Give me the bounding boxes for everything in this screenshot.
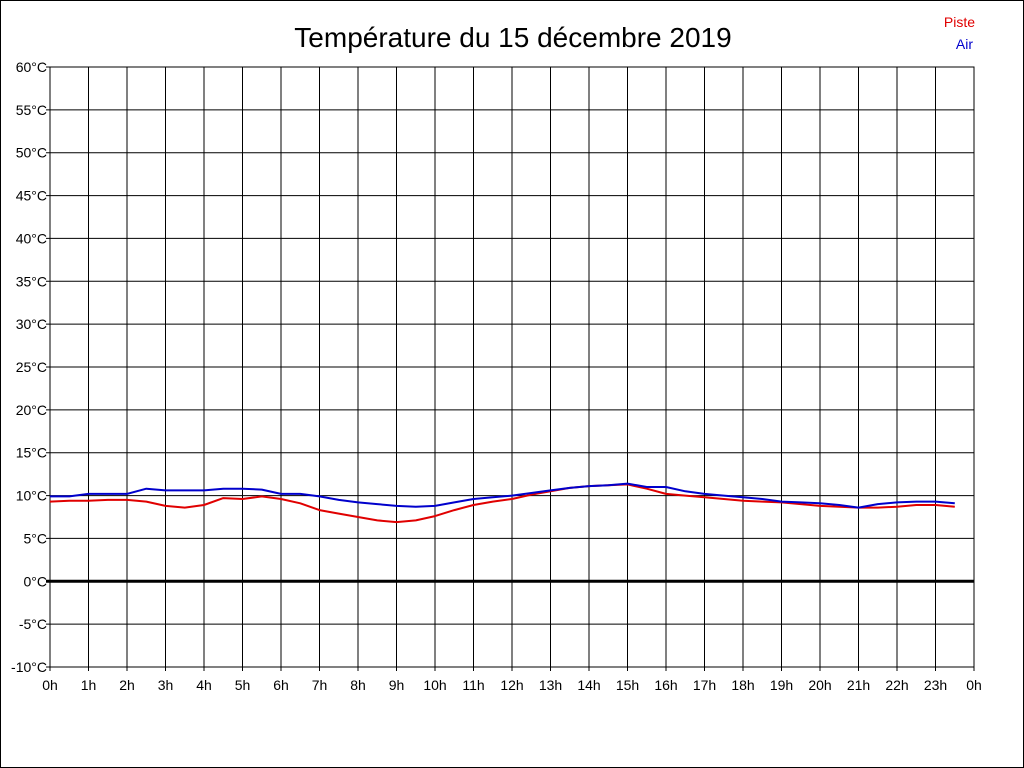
x-tick-label: 15h [616, 677, 639, 693]
x-tick-label: 0h [42, 677, 58, 693]
x-tick-label: 20h [808, 677, 831, 693]
x-tick-label: 0h [966, 677, 982, 693]
y-tick-label: -10°C [11, 659, 47, 675]
legend-air: Air [956, 36, 973, 52]
y-tick-label: 40°C [16, 230, 47, 246]
x-tick-label: 12h [500, 677, 523, 693]
y-tick-label: 30°C [16, 316, 47, 332]
series-lines [49, 482, 955, 524]
x-tick-label: 18h [731, 677, 754, 693]
x-tick-label: 11h [462, 677, 484, 693]
y-tick-label: 50°C [16, 145, 47, 161]
y-tick-label: 45°C [16, 188, 47, 204]
grid [46, 66, 975, 671]
x-tick-label: 5h [235, 677, 251, 693]
y-tick-label: 10°C [16, 488, 47, 504]
y-tick-label: 20°C [16, 402, 47, 418]
chart-title: Température du 15 décembre 2019 [294, 22, 731, 53]
x-axis-ticks: 0h 1h 2h 3h 4h 5h 6h 7h 8h 9h 10h 11h 12h 13h 14h 15h 16… [42, 677, 982, 693]
y-tick-label: 15°C [16, 445, 47, 461]
y-tick-label: 60°C [16, 59, 47, 75]
x-tick-label: 21h [847, 677, 870, 693]
y-tick-label: 35°C [16, 273, 47, 289]
x-tick-label: 1h [81, 677, 97, 693]
x-tick-label: 13h [539, 677, 562, 693]
x-tick-label: 6h [273, 677, 289, 693]
series-line-air [50, 482, 955, 509]
series-line-piste [49, 483, 955, 524]
x-tick-label: 4h [196, 677, 212, 693]
x-tick-label: 14h [577, 677, 600, 693]
legend-piste: Piste [944, 14, 975, 30]
x-tick-label: 16h [654, 677, 677, 693]
x-tick-label: 19h [770, 677, 793, 693]
x-tick-label: 2h [119, 677, 135, 693]
y-tick-label: -5°C [19, 616, 47, 632]
y-tick-label: 55°C [16, 102, 47, 118]
y-tick-label: 5°C [24, 530, 48, 546]
x-tick-label: 3h [158, 677, 174, 693]
x-tick-label: 23h [924, 677, 947, 693]
y-tick-label: 0°C [24, 573, 48, 589]
x-tick-label: 7h [312, 677, 328, 693]
x-tick-label: 22h [885, 677, 908, 693]
y-tick-label: 25°C [16, 359, 47, 375]
x-tick-label: 10h [423, 677, 446, 693]
y-axis-ticks: 60°C 55°C 50°C 45°C 40°C 35°C 30°C 25°C 20°C 15°C… [11, 59, 47, 675]
x-tick-label: 17h [693, 677, 716, 693]
x-tick-label: 9h [389, 677, 405, 693]
x-tick-label: 8h [350, 677, 366, 693]
